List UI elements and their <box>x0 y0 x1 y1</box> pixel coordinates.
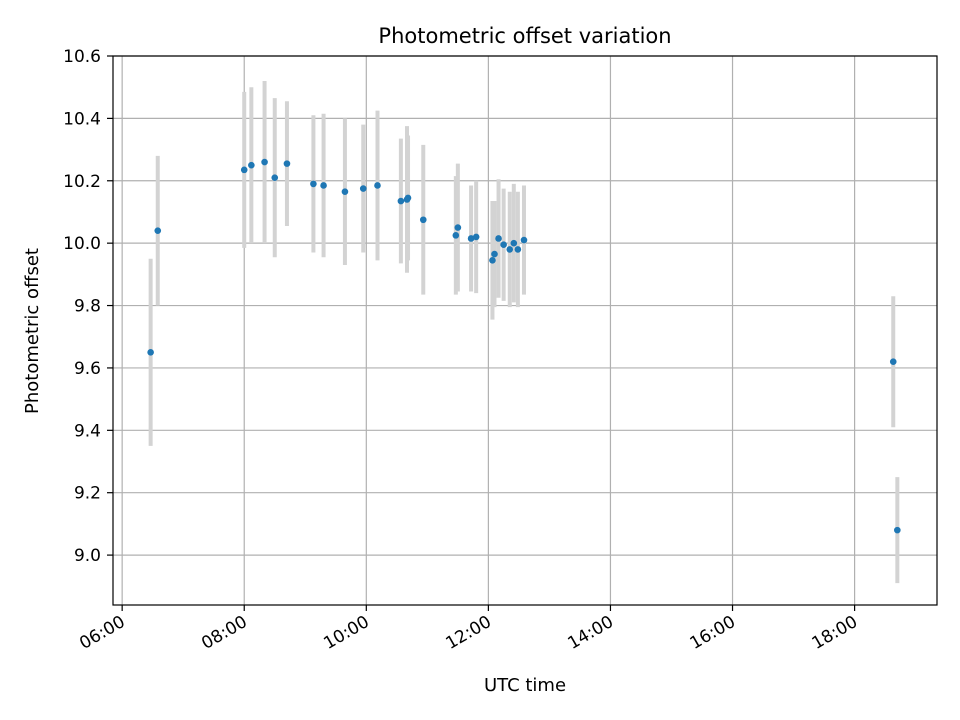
data-point <box>454 224 462 231</box>
y-tick-label: 10.2 <box>63 172 101 192</box>
data-point <box>520 236 528 244</box>
data-point <box>404 194 412 202</box>
chart-title: Photometric offset variation <box>378 24 671 48</box>
data-point <box>310 180 317 188</box>
data-point <box>248 161 255 169</box>
y-tick-label: 10.6 <box>63 47 101 67</box>
data-point <box>894 526 901 534</box>
y-axis-title: Photometric offset <box>22 248 43 414</box>
data-point <box>491 250 498 258</box>
y-tick-label: 10.4 <box>63 109 101 129</box>
data-point <box>889 358 897 365</box>
data-point <box>510 239 518 247</box>
data-point <box>506 246 514 253</box>
data-point <box>154 227 162 234</box>
data-point <box>271 174 279 181</box>
data-points <box>147 158 901 534</box>
data-point <box>489 257 496 264</box>
y-tick-label: 9.2 <box>74 484 101 504</box>
data-point <box>495 235 502 242</box>
data-point <box>397 197 405 205</box>
data-point <box>341 188 349 195</box>
data-point <box>452 232 460 239</box>
data-point <box>467 235 475 242</box>
y-tick-label: 10.0 <box>63 234 101 254</box>
data-point <box>359 185 367 192</box>
data-point <box>283 160 291 167</box>
plot-frame <box>112 55 938 606</box>
data-point <box>472 233 480 241</box>
data-point <box>514 246 522 253</box>
data-point <box>240 166 248 174</box>
y-tick-label: 9.6 <box>74 359 101 379</box>
y-tick-label: 9.4 <box>74 421 101 441</box>
data-point <box>261 158 268 166</box>
y-tick-label: 9.0 <box>74 546 101 566</box>
data-point <box>419 216 427 224</box>
data-point <box>500 241 507 249</box>
data-point <box>147 349 154 356</box>
data-point <box>320 182 327 189</box>
x-axis-title: UTC time <box>484 675 566 696</box>
data-point <box>374 182 381 189</box>
y-tick-label: 9.8 <box>74 297 101 317</box>
